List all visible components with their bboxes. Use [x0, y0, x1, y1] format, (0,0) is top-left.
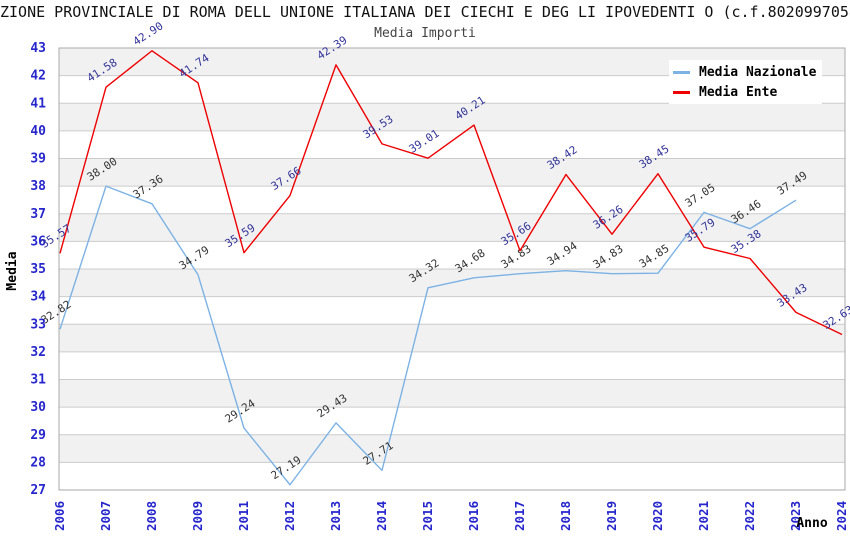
- x-axis-tick-label: 2017: [512, 501, 527, 531]
- x-axis-tick-label: 2020: [650, 501, 665, 531]
- y-axis-tick-label: 36: [30, 234, 46, 249]
- y-axis-title: Media: [5, 251, 20, 290]
- series-line-media-nazionale: [59, 185, 797, 486]
- y-axis-tick-label: 34: [30, 290, 46, 305]
- legend-entry-media-ente: Media Ente: [673, 82, 816, 102]
- legend-label-media-ente: Media Ente: [699, 84, 778, 100]
- x-axis-tick-label: 2012: [282, 501, 297, 531]
- legend-line-swatch-nazionale-icon: [673, 70, 690, 74]
- y-axis-tick-label: 30: [30, 400, 46, 415]
- legend-label-media-nazionale: Media Nazionale: [699, 64, 817, 80]
- x-axis-tick-label: 2009: [190, 501, 205, 531]
- x-axis-tick-label: 2014: [374, 501, 389, 531]
- x-axis-tick-label: 2007: [98, 501, 113, 531]
- y-axis-tick-label: 28: [30, 455, 46, 470]
- x-axis-tick-label: 2024: [834, 501, 849, 531]
- legend: Media Nazionale Media Ente: [669, 60, 823, 104]
- y-axis-tick-label: 38: [30, 179, 46, 194]
- plot-band: [59, 434, 845, 463]
- data-point-label: 34.85: [637, 242, 672, 271]
- y-axis-tick-label: 41: [30, 96, 46, 111]
- y-axis-tick-label: 35: [30, 262, 46, 277]
- x-axis-tick-label: 2008: [144, 501, 159, 531]
- chart-subtitle: Media Importi: [374, 26, 476, 41]
- legend-entry-media-nazionale: Media Nazionale: [673, 62, 816, 82]
- data-point-label: 34.83: [591, 242, 626, 271]
- y-axis-tick-label: 33: [30, 317, 46, 332]
- plot-band: [59, 158, 845, 187]
- legend-line-swatch-ente-icon: [673, 90, 690, 94]
- chart-title: ZIONE PROVINCIALE DI ROMA DELL UNIONE IT…: [0, 3, 850, 21]
- y-axis-tick-label: 37: [30, 207, 46, 222]
- y-axis-tick-label: 29: [30, 428, 46, 443]
- x-axis-tick-label: 2016: [466, 501, 481, 531]
- plot-border: [58, 47, 846, 491]
- y-axis-tick-label: 39: [30, 152, 46, 167]
- y-axis-tick-label: 40: [30, 124, 46, 139]
- y-axis-tick-label: 43: [30, 41, 46, 56]
- y-axis-tick-label: 27: [30, 483, 46, 498]
- x-axis-tick-label: 2023: [788, 501, 803, 531]
- x-axis-tick-label: 2019: [604, 501, 619, 531]
- plot-band: [59, 103, 845, 131]
- y-axis-tick-label: 42: [30, 69, 46, 84]
- plot-band: [59, 379, 845, 408]
- plot-band: [59, 213, 845, 242]
- x-axis-tick-label: 2022: [742, 501, 757, 531]
- x-axis-tick-label: 2021: [696, 501, 711, 531]
- x-axis-tick-label: 2013: [328, 501, 343, 531]
- x-axis-tick-label: 2015: [420, 501, 435, 531]
- plot-band: [59, 324, 845, 352]
- x-axis-tick-label: 2018: [558, 501, 573, 531]
- data-point-label: 42.90: [131, 19, 166, 48]
- x-axis-tick-label: 2011: [236, 501, 251, 531]
- y-axis-tick-label: 32: [30, 345, 46, 360]
- data-point-label: 34.94: [545, 239, 580, 268]
- x-axis-title: Anno: [796, 516, 827, 531]
- y-axis-tick-label: 31: [30, 373, 46, 388]
- x-axis-tick-label: 2006: [52, 501, 67, 531]
- series-line-media-ente: [59, 50, 843, 336]
